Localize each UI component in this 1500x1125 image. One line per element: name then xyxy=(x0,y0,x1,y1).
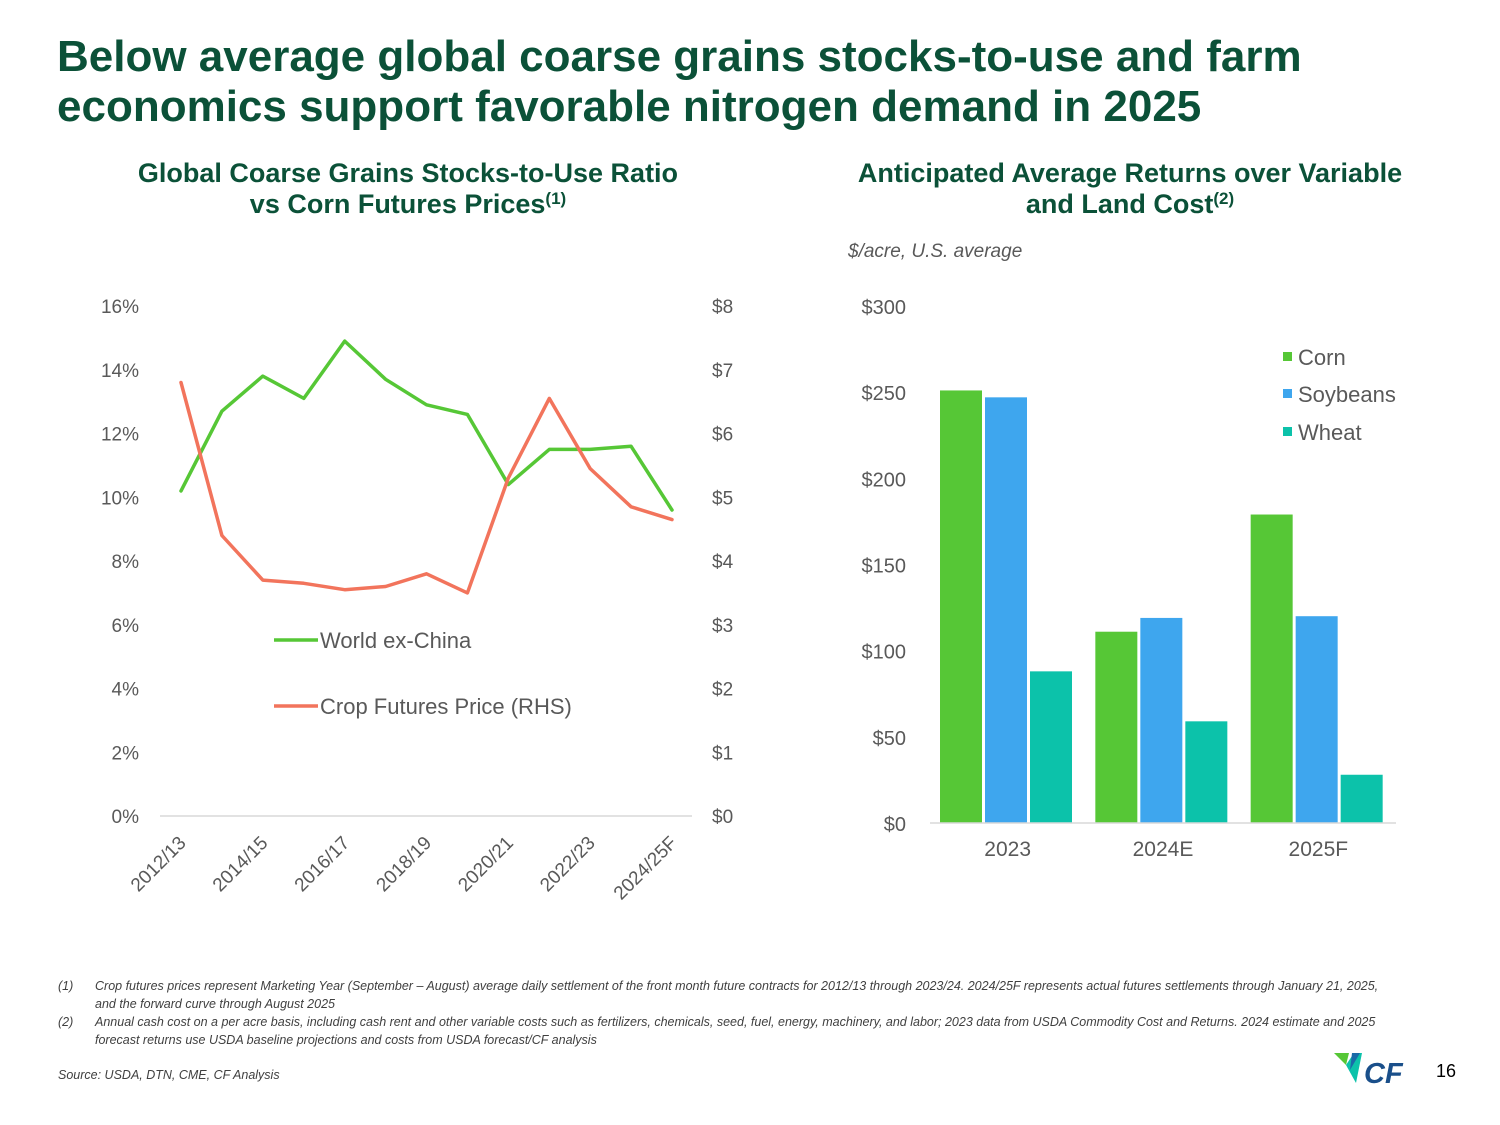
y-right-tick-label: $1 xyxy=(712,743,733,764)
left-chart-title: Global Coarse Grains Stocks-to-Use Ratio… xyxy=(108,158,708,220)
right-chart-title-footnote-ref: (2) xyxy=(1213,189,1235,208)
right-chart-title-line1: Anticipated Average Returns over Variabl… xyxy=(857,158,1403,188)
slide-title: Below average global coarse grains stock… xyxy=(57,32,1457,132)
y-tick-label: $50 xyxy=(873,728,906,750)
y-left-tick-label: 6% xyxy=(112,616,140,637)
legend-swatch xyxy=(1283,389,1292,398)
footnotes: (1) Crop futures prices represent Market… xyxy=(58,977,1388,1049)
cf-logo-text: CF xyxy=(1364,1058,1404,1090)
y-right-tick-label: $4 xyxy=(712,552,734,573)
y-right-tick-label: $2 xyxy=(712,680,733,701)
legend-swatch xyxy=(1283,427,1292,436)
y-left-tick-label: 10% xyxy=(101,488,139,509)
footnote-text: Annual cash cost on a per acre basis, in… xyxy=(95,1015,1376,1047)
y-left-tick-label: 4% xyxy=(112,680,140,701)
y-tick-label: $200 xyxy=(862,469,907,491)
y-tick-label: $250 xyxy=(862,383,907,405)
footnote-text: Crop futures prices represent Marketing … xyxy=(95,979,1379,1011)
y-tick-label: $150 xyxy=(862,556,907,578)
y-right-tick-label: $6 xyxy=(712,425,733,446)
right-chart-title-line2: and Land Cost xyxy=(1025,189,1214,219)
y-tick-label: $100 xyxy=(862,642,907,664)
y-left-tick-label: 14% xyxy=(101,361,139,382)
y-right-tick-label: $7 xyxy=(712,361,733,382)
bar-soybeans xyxy=(1140,617,1183,823)
bar-corn xyxy=(1095,631,1138,823)
cf-logo-icon xyxy=(1334,1053,1362,1083)
y-right-tick-label: $8 xyxy=(712,297,733,318)
footnote-number: (1) xyxy=(58,979,74,993)
y-left-tick-label: 2% xyxy=(112,743,140,764)
bar-wheat xyxy=(1030,671,1072,823)
right-chart-title: Anticipated Average Returns over Variabl… xyxy=(820,158,1440,220)
y-left-tick-label: 16% xyxy=(101,297,139,318)
left-chart-title-footnote-ref: (1) xyxy=(545,189,567,208)
legend-swatch xyxy=(1283,352,1292,361)
bar-soybeans xyxy=(985,397,1027,823)
left-chart-title-line2: vs Corn Futures Prices xyxy=(249,189,546,219)
slide-title-line2: economics support favorable nitrogen dem… xyxy=(57,82,1202,131)
y-left-tick-label: 8% xyxy=(112,552,140,573)
footnote-1: (1) Crop futures prices represent Market… xyxy=(58,977,1388,1013)
y-right-tick-label: $3 xyxy=(712,616,733,637)
x-tick-label: 2024E xyxy=(1133,838,1194,861)
y-right-tick-label: $0 xyxy=(712,807,733,828)
legend-label: Soybeans xyxy=(1298,382,1396,407)
bar-chart: $0 $50 $100 $150 $200 $250 $300 2023 2024E 2025F C… xyxy=(862,297,1396,861)
y-left-tick-label: 0% xyxy=(112,807,140,828)
legend-label: Wheat xyxy=(1298,420,1362,445)
footnote-2: (2) Annual cash cost on a per acre basis… xyxy=(58,1013,1388,1049)
left-chart-title-line1: Global Coarse Grains Stocks-to-Use Ratio xyxy=(137,158,679,188)
cf-logo: CF xyxy=(1334,1053,1404,1090)
y-left-tick-label: 12% xyxy=(101,425,139,446)
bar-wheat xyxy=(1185,721,1228,823)
legend-label: Crop Futures Price (RHS) xyxy=(320,694,572,719)
y-tick-label: $300 xyxy=(862,297,907,319)
source-note: Source: USDA, DTN, CME, CF Analysis xyxy=(58,1068,280,1082)
right-chart-unit-label: $/acre, U.S. average xyxy=(848,241,1023,262)
legend-label: World ex-China xyxy=(320,628,472,653)
page-number: 16 xyxy=(1436,1061,1457,1081)
y-tick-label: $0 xyxy=(884,814,906,836)
x-tick-label: 2025F xyxy=(1289,838,1349,861)
y-right-tick-label: $5 xyxy=(712,488,733,509)
line-chart: 0% 2% 4% 6% 8% 10% 12% 14% 16% $0 $1 $2 $3 $4 $5 $6 $7 $8… xyxy=(101,297,734,904)
slide-title-line1: Below average global coarse grains stock… xyxy=(57,32,1302,81)
bar-wheat xyxy=(1340,774,1383,823)
legend-label: Corn xyxy=(1298,345,1346,370)
x-tick-label: 2023 xyxy=(984,838,1031,861)
footnote-number: (2) xyxy=(58,1015,74,1029)
bar-corn xyxy=(940,390,982,823)
bar-corn xyxy=(1250,514,1293,823)
bar-soybeans xyxy=(1295,616,1338,823)
